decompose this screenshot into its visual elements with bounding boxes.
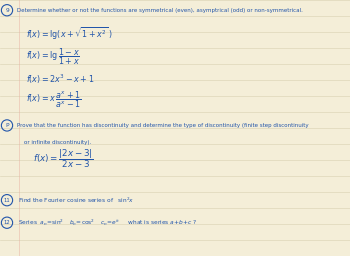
Text: $f(x) = x\,\dfrac{a^x+1}{a^x-1}$: $f(x) = x\,\dfrac{a^x+1}{a^x-1}$ bbox=[26, 90, 82, 110]
Text: Find the Fourier cosine series of   $\mathrm{sin}^2 x$: Find the Fourier cosine series of $\math… bbox=[18, 196, 134, 205]
Text: 12: 12 bbox=[4, 220, 10, 225]
Text: $f(x) = 2x^3 - x + 1$: $f(x) = 2x^3 - x + 1$ bbox=[26, 73, 94, 86]
Text: 11: 11 bbox=[4, 198, 10, 203]
Text: 9: 9 bbox=[5, 8, 9, 13]
Text: $f(x) = \dfrac{|2x-3|}{2x-3}$: $f(x) = \dfrac{|2x-3|}{2x-3}$ bbox=[33, 147, 94, 170]
Text: or infinite discontinuity).: or infinite discontinuity). bbox=[24, 140, 91, 145]
Text: Series  $a_n\!=\!\sin^2$   $b_n\!=\!\cos^2$   $c_n\!=\!e^{it}$     what is serie: Series $a_n\!=\!\sin^2$ $b_n\!=\!\cos^2$… bbox=[18, 218, 197, 228]
Text: $f(x) = \mathrm{lg}\,\dfrac{1-x}{1+x}$: $f(x) = \mathrm{lg}\,\dfrac{1-x}{1+x}$ bbox=[26, 46, 80, 67]
Text: Determine whether or not the functions are symmetrical (even), asymptrical (odd): Determine whether or not the functions a… bbox=[17, 8, 303, 13]
Text: P: P bbox=[5, 123, 9, 128]
Text: $f(x) = \mathrm{lg}(x + \sqrt{1+x^2}\ )$: $f(x) = \mathrm{lg}(x + \sqrt{1+x^2}\ )$ bbox=[26, 25, 113, 41]
Text: Prove that the function has discontinuity and determine the type of discontinuit: Prove that the function has discontinuit… bbox=[17, 123, 308, 128]
